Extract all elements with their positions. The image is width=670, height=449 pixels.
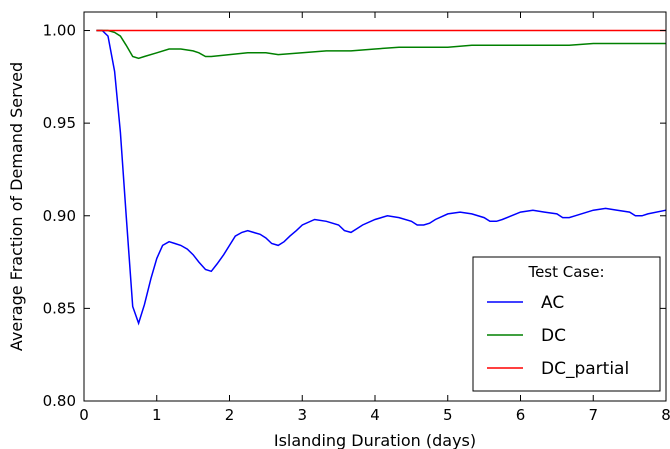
y-tick-label: 0.90 — [43, 207, 76, 225]
x-tick-label: 4 — [370, 406, 380, 424]
axis-ticks: 0 1 2 3 4 5 6 7 8 0.80 0.85 0.90 0.95 1.00 — [43, 12, 670, 424]
plot-lines — [96, 29, 667, 326]
y-tick-label: 0.85 — [43, 299, 76, 317]
x-tick-label: 3 — [297, 406, 307, 424]
legend-label: DC — [541, 326, 566, 346]
x-tick-label: 0 — [79, 406, 89, 424]
x-axis-label: Islanding Duration (days) — [274, 431, 476, 449]
y-tick-label: 1.00 — [43, 22, 76, 40]
x-tick-label: 2 — [225, 406, 235, 424]
x-tick-label: 7 — [588, 406, 598, 424]
legend-entries: AC DC DC_partial — [487, 293, 629, 379]
legend-label: DC_partial — [541, 359, 629, 379]
x-tick-label: 8 — [661, 406, 670, 424]
x-tick-label: 6 — [516, 406, 526, 424]
legend-label: AC — [541, 293, 564, 313]
y-tick-label: 0.95 — [43, 114, 76, 132]
y-tick-label: 0.80 — [43, 392, 76, 410]
x-tick-label: 5 — [443, 406, 453, 424]
legend-title: Test Case: — [527, 263, 604, 281]
y-axis-label: Average Fraction of Demand Served — [7, 62, 26, 351]
x-tick-label: 1 — [152, 406, 162, 424]
series-line-dc — [96, 29, 666, 60]
legend: Test Case: AC DC DC_partial — [472, 256, 661, 392]
series-line-ac — [96, 29, 667, 326]
